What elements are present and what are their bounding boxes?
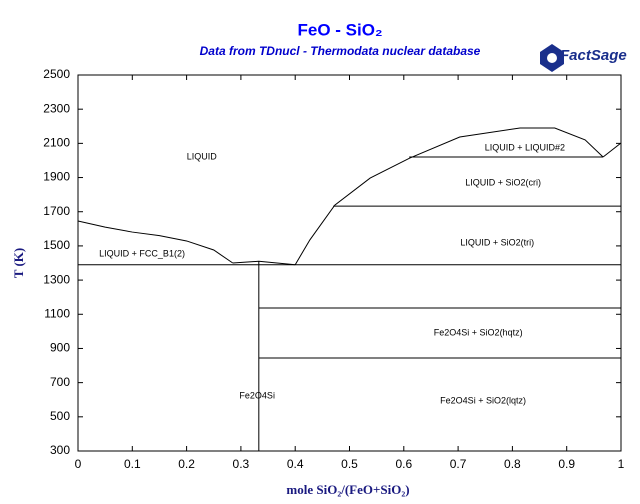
x-tick-label: 0.7	[450, 457, 467, 471]
region-label: LIQUID + SiO2(tri)	[460, 237, 534, 247]
phase-boundary	[602, 142, 622, 158]
plot-frame	[77, 74, 622, 452]
x-tick-label: 0.2	[178, 457, 195, 471]
y-axis-label: T (K)	[11, 248, 26, 278]
y-tick-label: 1700	[43, 204, 70, 218]
region-label: LIQUID + LIQUID#2	[485, 142, 565, 152]
y-tick-label: 700	[50, 375, 70, 389]
y-tick-label: 2100	[43, 136, 70, 150]
logo-icon-hole	[547, 53, 557, 63]
y-tick-label: 1300	[43, 272, 70, 286]
x-tick-label: 0	[75, 457, 82, 471]
region-label: LIQUID + FCC_B1(2)	[99, 248, 185, 258]
y-tick-label: 900	[50, 341, 70, 355]
x-tick-label: 0.3	[233, 457, 250, 471]
phase-boundary	[77, 220, 234, 264]
chart-subtitle: Data from TDnucl - Thermodata nuclear da…	[200, 44, 481, 58]
chart-title: FeO - SiO₂	[297, 20, 382, 39]
y-tick-label: 1500	[43, 238, 70, 252]
x-tick-label: 0.8	[504, 457, 521, 471]
x-tick-label: 0.6	[395, 457, 412, 471]
y-tick-label: 1100	[44, 306, 70, 320]
region-label: LIQUID	[187, 151, 218, 161]
region-label: Fe2O4Si	[239, 390, 275, 400]
y-tick-label: 500	[50, 409, 70, 423]
x-tick-label: 1	[618, 457, 625, 471]
logo-text: FactSage	[560, 47, 627, 64]
phase-boundary	[232, 260, 296, 266]
x-tick-label: 0.4	[287, 457, 304, 471]
y-tick-label: 2500	[43, 67, 70, 81]
region-label: Fe2O4Si + SiO2(hqtz)	[434, 327, 523, 337]
x-tick-label: 0.1	[124, 457, 141, 471]
y-tick-label: 1900	[43, 170, 70, 184]
x-tick-label: 0.5	[341, 457, 358, 471]
logo: FactSage	[540, 44, 627, 72]
x-axis-label: mole SiO₂/(FeO+SiO₂)	[286, 482, 409, 497]
y-tick-label: 2300	[43, 101, 70, 115]
region-label: LIQUID + SiO2(cri)	[465, 177, 541, 187]
x-tick-label: 0.9	[558, 457, 575, 471]
region-label: Fe2O4Si + SiO2(lqtz)	[440, 395, 526, 405]
phase-boundary	[294, 127, 604, 265]
y-tick-label: 300	[50, 443, 70, 457]
